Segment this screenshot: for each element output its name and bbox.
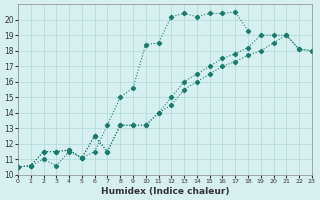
X-axis label: Humidex (Indice chaleur): Humidex (Indice chaleur) xyxy=(101,187,229,196)
